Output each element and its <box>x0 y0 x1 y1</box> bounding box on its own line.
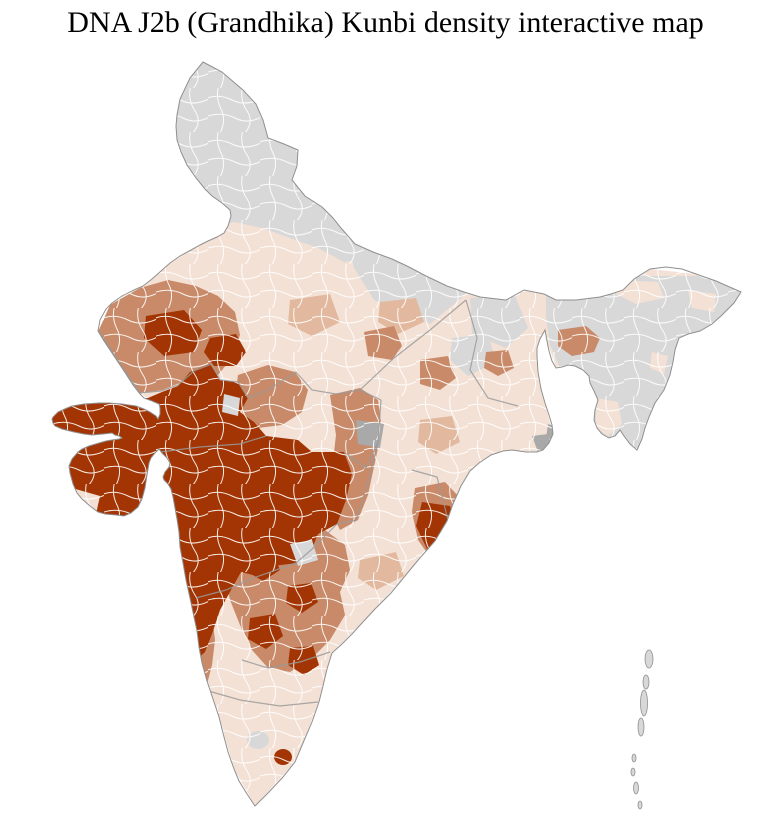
page-title: DNA J2b (Grandhika) Kunbi density intera… <box>67 6 704 39</box>
state-borders <box>97 299 519 707</box>
india-outline <box>51 61 742 807</box>
andaman-nicobar-islands[interactable] <box>630 649 654 810</box>
